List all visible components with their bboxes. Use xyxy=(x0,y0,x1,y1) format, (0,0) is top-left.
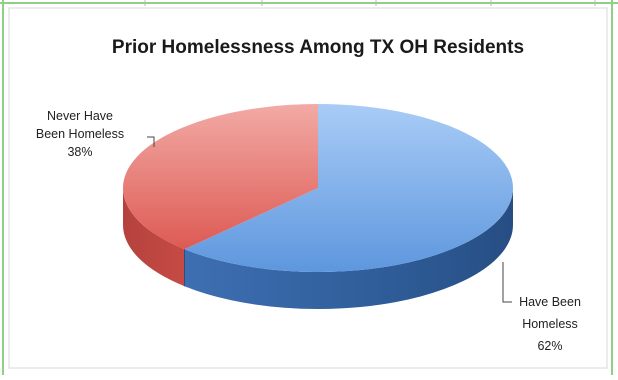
pie-slice-never-homeless xyxy=(123,104,318,250)
data-label-have-been-homeless: Have Been Homeless 62% xyxy=(519,295,581,353)
data-label-text: Homeless xyxy=(522,317,578,331)
pie-slice-have-been-homeless-side xyxy=(184,188,514,309)
pie-slice-never-homeless-side xyxy=(123,188,185,287)
pie-body xyxy=(123,104,514,309)
data-label-never-homeless: Never Have Been Homeless 38% xyxy=(36,109,124,159)
chart-title: Prior Homelessness Among TX OH Residents xyxy=(112,37,524,58)
data-label-text: Have Been xyxy=(519,295,581,309)
leader-line-never-homeless xyxy=(147,136,155,147)
data-label-text: Been Homeless xyxy=(36,127,124,141)
pie-slice-have-been-homeless xyxy=(184,104,514,272)
data-label-percent: 38% xyxy=(67,145,92,159)
data-label-percent: 62% xyxy=(537,339,562,353)
leader-line-have-been-homeless xyxy=(502,262,512,303)
data-label-text: Never Have xyxy=(47,109,113,123)
